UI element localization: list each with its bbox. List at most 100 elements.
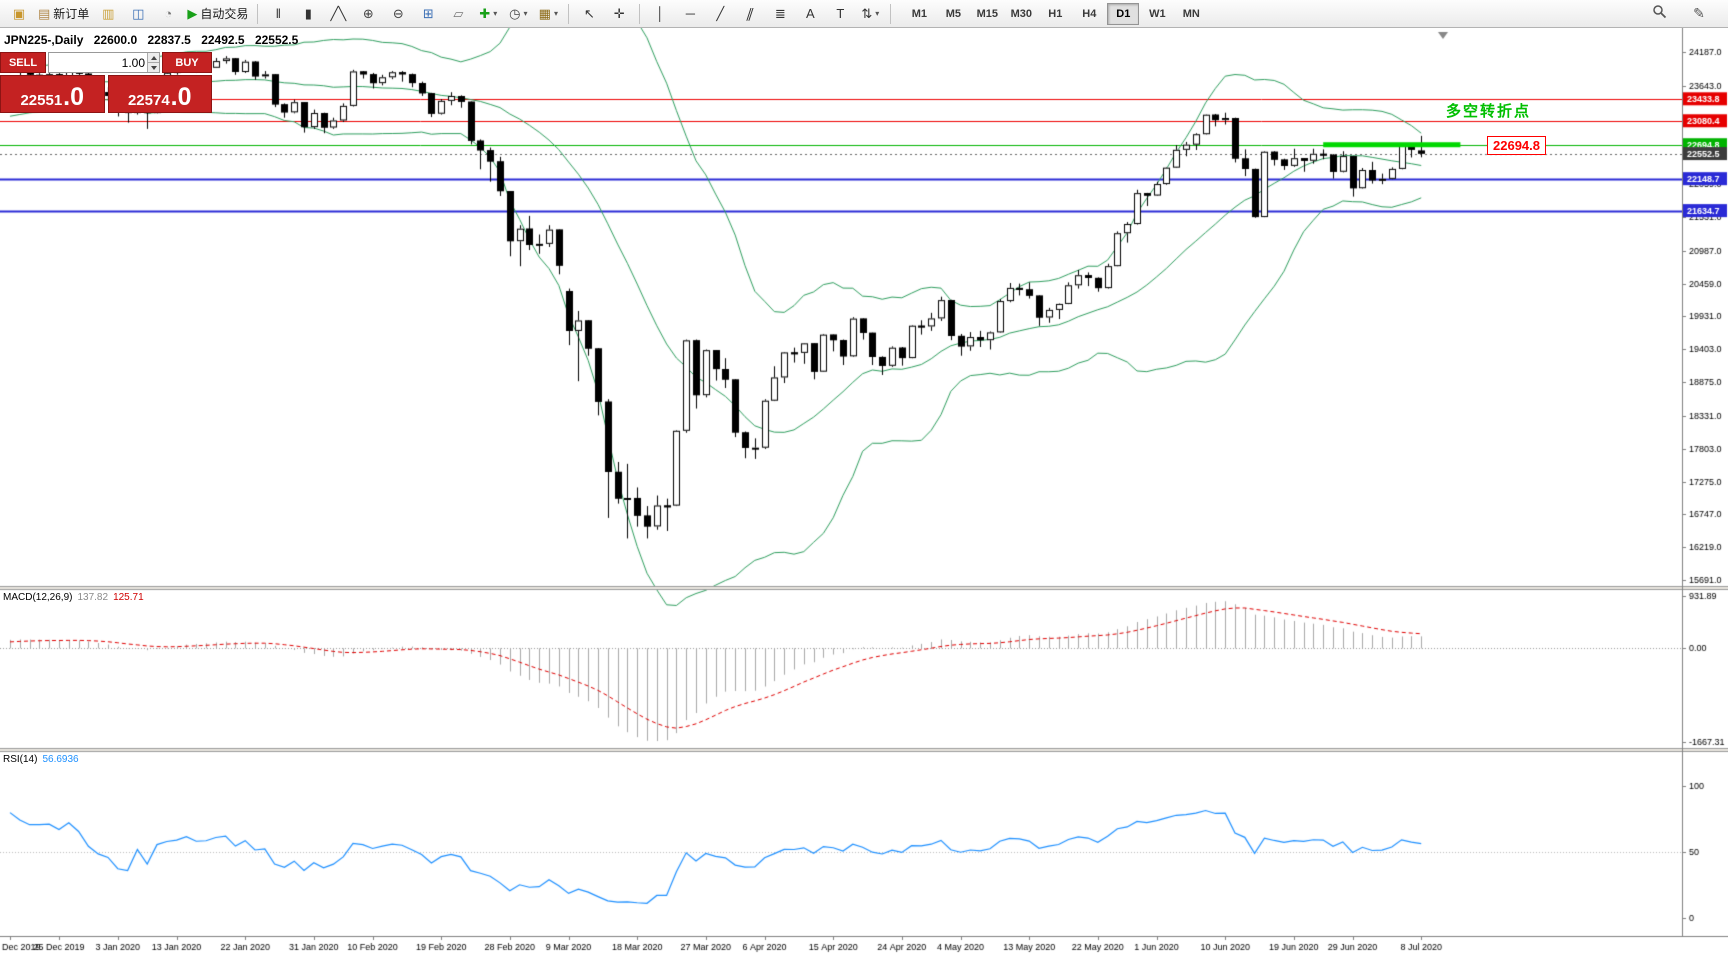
toolbar-buttons: ▣ ▤ 新订单 ▥ ◫ ◔ ▶ 自动交易 ‖ ▮ ╱╲ ⊕ ⊖ ⊞ ▱ ✚ ▾ ◷ ▾ ▦ ▾ ↖ ✛ │ ─ ╱ ∥ ≣ A T ⇅ ▾ bbox=[4, 2, 896, 26]
templates-icon: ▦ bbox=[538, 6, 551, 21]
fibonacci-icon: ≣ bbox=[774, 6, 786, 21]
sell-price-tile[interactable]: 22551.0 bbox=[0, 75, 105, 113]
timeframe-button-m15[interactable]: M15 bbox=[976, 7, 999, 20]
timeframe-button-m5[interactable]: M5 bbox=[945, 7, 961, 20]
new-chart-button[interactable]: ▣ bbox=[4, 2, 34, 26]
timeframe-button-d1[interactable]: D1 bbox=[1107, 2, 1140, 25]
line-chart-button[interactable]: ╱╲ bbox=[323, 2, 353, 26]
market-watch-button[interactable]: ▥ bbox=[93, 2, 123, 26]
line-chart-icon: ╱╲ bbox=[330, 6, 347, 21]
tile-windows-button[interactable]: ⊞ bbox=[413, 2, 443, 26]
crosshair-icon: ✛ bbox=[613, 6, 625, 21]
one-click-trading-widget: SELL BUY 22551.0 22574.0 bbox=[0, 52, 212, 113]
sell-price-fraction: .0 bbox=[63, 83, 85, 111]
horizontal-line-button[interactable]: ─ bbox=[675, 2, 705, 26]
channel-button[interactable]: ∥ bbox=[735, 2, 765, 26]
cursor-icon: ↖ bbox=[583, 6, 595, 21]
data-window-icon: ◫ bbox=[132, 6, 145, 21]
buy-price-tile[interactable]: 22574.0 bbox=[107, 75, 212, 113]
new-order-icon: ▤ bbox=[38, 6, 51, 21]
text-button[interactable]: A bbox=[795, 2, 825, 26]
fibonacci-button[interactable]: ≣ bbox=[765, 2, 795, 26]
autotrading-icon: ▶ bbox=[187, 6, 198, 21]
channel-icon: ∥ bbox=[744, 6, 757, 21]
candlestick-chart-button[interactable]: ▮ bbox=[293, 2, 323, 26]
edit-button[interactable]: ✎ bbox=[1684, 2, 1714, 26]
sell-button[interactable]: SELL bbox=[0, 52, 46, 73]
lot-size-input[interactable] bbox=[49, 53, 147, 72]
toolbar-divider bbox=[639, 3, 641, 24]
autotrading-button[interactable]: ▶ 自动交易 bbox=[183, 2, 252, 26]
chevron-down-icon: ▾ bbox=[875, 9, 880, 18]
vertical-line-icon: │ bbox=[656, 6, 665, 21]
candlestick-chart-icon: ▮ bbox=[304, 6, 312, 21]
data-window-button[interactable]: ◫ bbox=[123, 2, 153, 26]
lot-stepper bbox=[147, 53, 159, 72]
strategy-tester-button[interactable]: ◔ bbox=[153, 2, 183, 26]
chart-symbol-period: JPN225-,Daily bbox=[4, 33, 84, 47]
timeframe-button-h4[interactable]: H4 bbox=[1082, 7, 1097, 20]
text-icon: A bbox=[805, 6, 815, 21]
cascade-windows-button[interactable]: ▱ bbox=[443, 2, 473, 26]
label-button[interactable]: T bbox=[825, 2, 855, 26]
toolbar-divider bbox=[568, 3, 570, 24]
periods-icon: ◷ bbox=[509, 6, 521, 21]
toolbar-right: ✎ bbox=[1644, 2, 1724, 26]
new-order-button-label: 新订单 bbox=[53, 7, 90, 21]
macd-signal-value: 125.71 bbox=[113, 592, 144, 603]
tile-windows-icon: ⊞ bbox=[422, 6, 434, 21]
arrows-button[interactable]: ⇅ ▾ bbox=[855, 2, 885, 26]
lot-increase-button[interactable] bbox=[147, 53, 159, 63]
timeframe-button-m1[interactable]: M1 bbox=[911, 7, 927, 20]
indicators-icon: ✚ bbox=[479, 6, 491, 21]
chart-low-value: 22492.5 bbox=[201, 33, 245, 47]
periods-button[interactable]: ◷ ▾ bbox=[503, 2, 533, 26]
macd-value: 137.82 bbox=[77, 592, 109, 603]
horizontal-line-icon: ─ bbox=[685, 6, 695, 21]
macd-indicator-label: MACD(12,26,9) 137.82 125.71 bbox=[3, 592, 144, 603]
cascade-windows-icon: ▱ bbox=[453, 6, 464, 21]
chart-open-value: 22600.0 bbox=[93, 33, 138, 47]
crosshair-button[interactable]: ✛ bbox=[604, 2, 634, 26]
price-chart-canvas[interactable] bbox=[0, 28, 1728, 954]
search-button[interactable] bbox=[1644, 2, 1674, 26]
indicators-button[interactable]: ✚ ▾ bbox=[473, 2, 503, 26]
chevron-down-icon: ▾ bbox=[523, 9, 528, 18]
zoom-in-button[interactable]: ⊕ bbox=[353, 2, 383, 26]
timeframe-button-m30[interactable]: M30 bbox=[1010, 7, 1033, 20]
lot-decrease-button[interactable] bbox=[147, 63, 159, 72]
timeframe-button-h1[interactable]: H1 bbox=[1048, 7, 1063, 20]
toolbar-divider bbox=[257, 3, 259, 24]
rsi-name: RSI(14) bbox=[3, 754, 38, 765]
vertical-line-button[interactable]: │ bbox=[645, 2, 675, 26]
zoom-in-icon: ⊕ bbox=[362, 6, 374, 21]
turning-point-annotation: 多空转折点 bbox=[1446, 103, 1532, 120]
chart-high-value: 22837.5 bbox=[147, 33, 191, 47]
lot-box bbox=[48, 52, 160, 73]
chevron-down-icon: ▾ bbox=[553, 9, 558, 18]
rsi-indicator-label: RSI(14) 56.6936 bbox=[3, 754, 79, 765]
macd-name: MACD(12,26,9) bbox=[3, 592, 73, 603]
bar-chart-button[interactable]: ‖ bbox=[263, 2, 293, 26]
strategy-tester-icon: ◔ bbox=[164, 6, 173, 21]
trendline-icon: ╱ bbox=[716, 6, 725, 21]
new-order-button[interactable]: ▤ 新订单 bbox=[34, 2, 93, 26]
templates-button[interactable]: ▦ ▾ bbox=[533, 2, 563, 26]
zoom-out-icon: ⊖ bbox=[392, 6, 404, 21]
chart-close-value: 22552.5 bbox=[254, 33, 299, 47]
cursor-button[interactable]: ↖ bbox=[574, 2, 604, 26]
timeframe-button-mn[interactable]: MN bbox=[1182, 7, 1200, 20]
buy-button[interactable]: BUY bbox=[162, 52, 212, 73]
timeframe-toolbar: M1 M5 M15 M30 H1 H4 D1 W1 MN bbox=[902, 2, 1208, 25]
buy-price-fraction: .0 bbox=[170, 83, 192, 111]
chart-window: JPN225-,Daily 22600.0 22837.5 22492.5 22… bbox=[0, 28, 1728, 954]
zoom-out-button[interactable]: ⊖ bbox=[383, 2, 413, 26]
autotrading-button-label: 自动交易 bbox=[200, 7, 249, 21]
trendline-button[interactable]: ╱ bbox=[705, 2, 735, 26]
toolbar: ▣ ▤ 新订单 ▥ ◫ ◔ ▶ 自动交易 ‖ ▮ ╱╲ ⊕ ⊖ ⊞ ▱ ✚ ▾ ◷ ▾ ▦ ▾ ↖ ✛ │ ─ ╱ ∥ ≣ A T ⇅ ▾ M… bbox=[0, 0, 1728, 28]
new-chart-icon: ▣ bbox=[12, 6, 26, 21]
timeframe-button-w1[interactable]: W1 bbox=[1149, 7, 1166, 20]
sell-price: 22551 bbox=[20, 92, 63, 109]
price-level-label: 22694.8 bbox=[1487, 136, 1546, 155]
arrows-icon: ⇅ bbox=[861, 6, 873, 21]
